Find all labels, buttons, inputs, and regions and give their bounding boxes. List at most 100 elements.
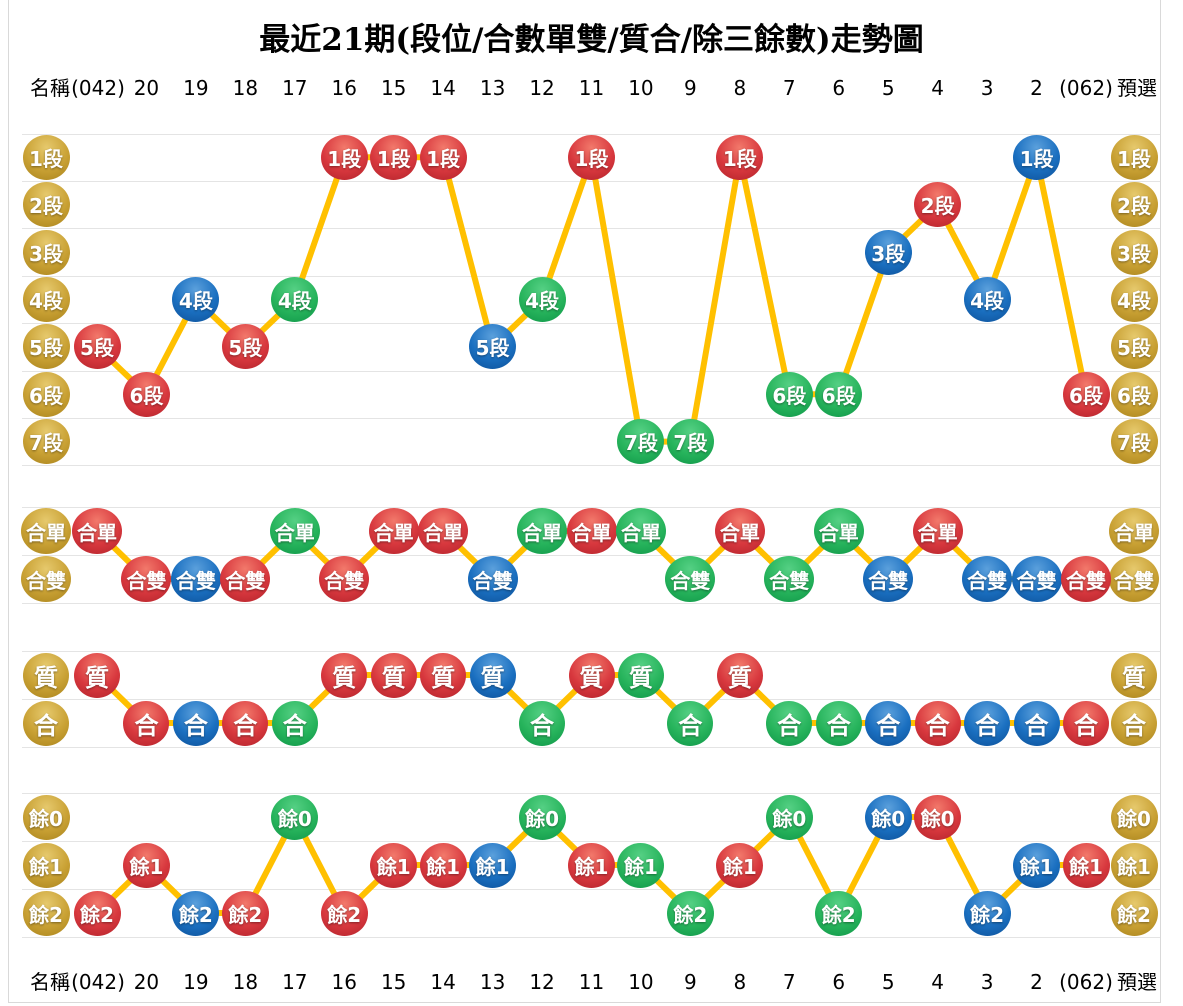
axis-label: 15	[380, 76, 407, 100]
row-label-ball-left: 5段	[22, 324, 70, 370]
page-title: 最近21期(段位/合數單雙/質合/除三餘數)走勢圖	[259, 22, 924, 58]
gridline	[22, 180, 1161, 182]
axis-label: 18	[232, 970, 259, 994]
data-ball: 餘2	[815, 890, 863, 936]
row-label-ball-left: 餘0	[22, 794, 70, 840]
data-ball: 質	[420, 652, 467, 698]
data-ball: 合單	[418, 508, 469, 554]
data-ball: 合單	[615, 508, 666, 554]
gridline	[22, 747, 1161, 748]
data-ball: 餘2	[172, 890, 220, 936]
row-label-ball-left: 3段	[22, 229, 70, 275]
data-ball: 合單	[269, 508, 320, 554]
data-ball: 合	[865, 700, 912, 746]
chart-border-left	[8, 0, 9, 1003]
row-label-ball-right: 5段	[1110, 324, 1158, 370]
data-ball: 合雙	[665, 556, 716, 602]
row-label-ball-right: 餘1	[1110, 842, 1158, 888]
data-ball: 合	[123, 700, 170, 746]
data-ball: 質	[568, 652, 615, 698]
row-label-ball-left: 合雙	[21, 556, 71, 602]
row-label-ball-right: 餘2	[1110, 890, 1158, 936]
axis-label: 6	[832, 76, 846, 100]
data-ball: 合單	[566, 508, 617, 554]
axis-label: 4	[931, 970, 945, 994]
data-ball: 4段	[963, 276, 1011, 322]
gridline	[22, 275, 1161, 277]
gridline	[22, 937, 1161, 938]
data-ball: 合	[815, 700, 862, 746]
axis-label: 3	[980, 970, 994, 994]
chart-border-bottom	[8, 1002, 1161, 1003]
gridline	[22, 133, 1161, 135]
row-label-ball-right: 1段	[1110, 134, 1158, 180]
axis-label: 20	[133, 970, 160, 994]
gridline	[22, 841, 1161, 842]
row-label-ball-right: 質	[1111, 652, 1157, 698]
axis-label: (062)	[1059, 76, 1113, 100]
gridline	[22, 793, 1161, 794]
data-ball: 餘2	[221, 890, 269, 936]
axis-label: 5	[881, 76, 895, 100]
data-ball: 質	[321, 652, 368, 698]
data-ball: 合雙	[764, 556, 815, 602]
gridline	[22, 889, 1161, 890]
axis-label: 16	[331, 76, 357, 100]
row-label-ball-left: 2段	[22, 182, 70, 228]
data-ball: 合雙	[1011, 556, 1062, 602]
data-ball: 6段	[815, 371, 863, 417]
data-ball: 5段	[73, 324, 121, 370]
gridline	[22, 555, 1161, 556]
data-ball: 合單	[72, 508, 122, 554]
data-ball: 質	[617, 652, 664, 698]
data-ball: 4段	[271, 276, 319, 322]
data-ball: 1段	[419, 134, 467, 180]
data-ball: 7段	[666, 419, 714, 465]
axis-label: 名稱	[30, 970, 70, 994]
data-ball: 合	[1063, 700, 1109, 746]
row-label-ball-left: 餘2	[22, 890, 70, 936]
row-label-ball-right: 6段	[1110, 371, 1158, 417]
data-ball: 1段	[568, 134, 615, 180]
row-label-ball-left: 1段	[22, 134, 70, 180]
data-ball: 4段	[518, 276, 566, 322]
axis-label: 12	[529, 970, 555, 994]
chart-border-right	[1160, 0, 1161, 1003]
data-ball: 餘2	[320, 890, 368, 936]
data-ball: 餘0	[864, 794, 912, 840]
data-ball: 餘1	[419, 842, 467, 888]
gridline	[22, 507, 1161, 508]
data-ball: 合	[964, 700, 1011, 746]
data-ball: 質	[370, 652, 417, 698]
data-ball: 1段	[1013, 134, 1061, 180]
data-ball: 合雙	[467, 556, 518, 602]
axis-label: 2	[1030, 970, 1043, 994]
data-ball: 餘1	[1062, 842, 1110, 888]
axis-label: 8	[733, 76, 747, 100]
axis-label: 11	[578, 970, 605, 994]
axis-label: 19	[183, 76, 209, 100]
axis-label: 19	[183, 970, 209, 994]
row-label-ball-left: 合	[23, 700, 69, 746]
axis-label: 10	[628, 970, 654, 994]
data-ball: 餘1	[469, 842, 517, 888]
axis-label: (042)	[71, 970, 125, 994]
axis-label: 11	[578, 76, 605, 100]
data-ball: 餘2	[666, 890, 714, 936]
data-ball: 6段	[1062, 371, 1110, 417]
gridline	[22, 699, 1161, 700]
data-ball: 5段	[469, 324, 517, 370]
data-ball: 餘1	[716, 842, 764, 888]
data-ball: 質	[716, 652, 763, 698]
gridline	[22, 228, 1161, 230]
data-ball: 餘1	[370, 842, 418, 888]
data-ball: 合單	[714, 508, 765, 554]
data-ball: 餘2	[73, 890, 121, 936]
row-label-ball-left: 7段	[22, 419, 70, 465]
row-label-ball-right: 合單	[1109, 508, 1159, 554]
axis-label: 7	[782, 970, 796, 994]
data-ball: 合	[519, 700, 566, 746]
gridline	[22, 465, 1161, 467]
data-ball: 餘0	[914, 794, 962, 840]
